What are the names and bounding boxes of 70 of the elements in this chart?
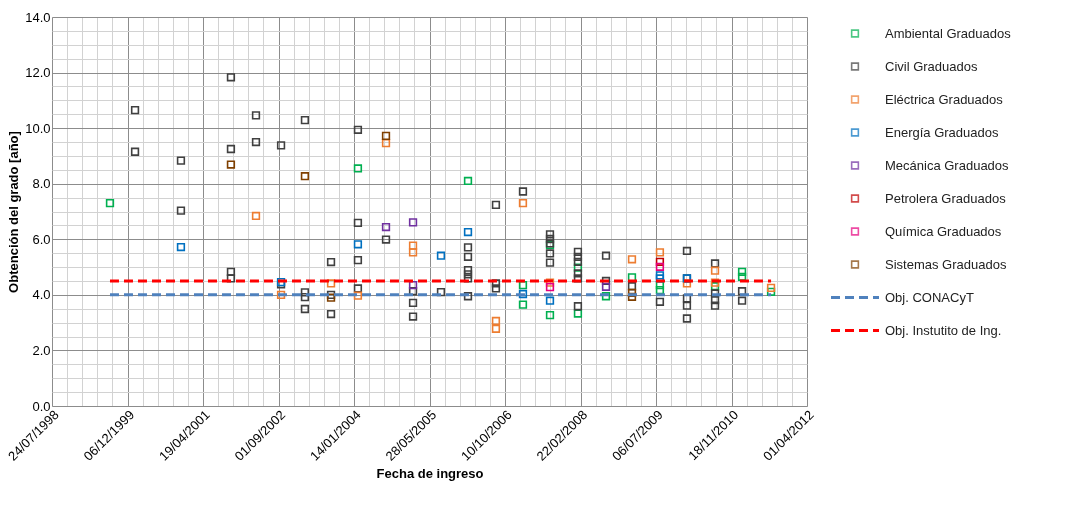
point bbox=[176, 242, 186, 252]
point bbox=[627, 273, 637, 282]
point bbox=[326, 279, 336, 288]
legend-label: Obj. Instutito de Ing. bbox=[885, 322, 1002, 338]
legend-label: Energía Graduados bbox=[885, 124, 999, 140]
point bbox=[408, 280, 418, 290]
point bbox=[408, 241, 418, 250]
point bbox=[545, 282, 555, 292]
point bbox=[766, 287, 776, 296]
point bbox=[573, 309, 583, 318]
y-tick-label: 12.0 bbox=[25, 65, 51, 81]
legend-label: Civil Graduados bbox=[885, 58, 978, 74]
y-axis-title: Obtención del grado [año] bbox=[6, 131, 22, 293]
legend-label: Eléctrica Graduados bbox=[885, 91, 1004, 107]
legend-label: Mecánica Graduados bbox=[885, 157, 1010, 173]
legend-label: Ambiental Graduados bbox=[885, 25, 1012, 41]
point bbox=[105, 199, 115, 208]
point bbox=[518, 280, 528, 290]
point bbox=[353, 291, 363, 300]
y-tick-label: 2.0 bbox=[32, 342, 51, 358]
point bbox=[655, 257, 665, 266]
point bbox=[627, 255, 637, 264]
point bbox=[766, 283, 776, 293]
point bbox=[408, 218, 418, 227]
point bbox=[353, 164, 363, 173]
point bbox=[491, 316, 501, 326]
legend-label: Petrolera Graduados bbox=[885, 190, 1007, 206]
point bbox=[545, 296, 555, 305]
legend-label: Obj. CONACyT bbox=[885, 289, 974, 305]
x-axis-title: Fecha de ingreso bbox=[376, 465, 484, 481]
point bbox=[710, 266, 720, 275]
point bbox=[655, 271, 665, 280]
point bbox=[655, 262, 665, 271]
point bbox=[353, 240, 363, 249]
legend-label: Sistemas Graduados bbox=[885, 256, 1007, 272]
y-tick-label: 4.0 bbox=[32, 287, 51, 303]
point bbox=[655, 280, 665, 290]
point bbox=[251, 211, 261, 221]
legend-label: Química Graduados bbox=[885, 223, 1002, 239]
point bbox=[601, 292, 611, 301]
point bbox=[655, 274, 665, 283]
y-tick-label: 10.0 bbox=[25, 120, 51, 136]
point bbox=[463, 176, 473, 186]
point bbox=[276, 290, 286, 300]
point bbox=[408, 248, 418, 257]
point bbox=[226, 160, 236, 169]
point bbox=[300, 172, 310, 181]
point bbox=[545, 278, 555, 287]
point bbox=[381, 222, 391, 232]
point bbox=[381, 138, 391, 148]
point bbox=[737, 267, 747, 276]
point bbox=[710, 282, 720, 291]
point bbox=[518, 199, 528, 208]
point bbox=[573, 263, 583, 272]
point bbox=[463, 227, 473, 237]
point bbox=[627, 288, 637, 298]
y-tick-label: 6.0 bbox=[32, 231, 51, 247]
point bbox=[545, 310, 555, 320]
point bbox=[518, 300, 528, 309]
point bbox=[601, 282, 611, 291]
point bbox=[655, 248, 665, 257]
point bbox=[655, 285, 665, 295]
point bbox=[381, 131, 391, 141]
point bbox=[491, 324, 501, 333]
y-tick-label: 14.0 bbox=[25, 9, 51, 25]
point bbox=[518, 289, 528, 299]
y-tick-label: 8.0 bbox=[32, 176, 51, 192]
point bbox=[710, 278, 720, 287]
point bbox=[737, 272, 747, 281]
point bbox=[436, 251, 446, 260]
